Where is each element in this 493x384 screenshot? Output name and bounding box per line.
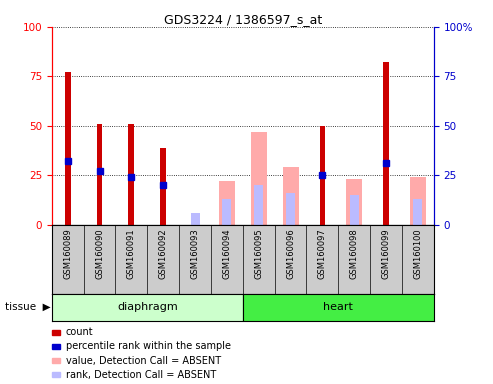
Bar xyxy=(129,124,134,225)
Bar xyxy=(251,132,267,225)
Bar xyxy=(97,124,103,225)
Bar xyxy=(410,177,426,225)
Bar xyxy=(52,294,243,321)
Text: GSM160100: GSM160100 xyxy=(414,228,423,279)
Bar xyxy=(160,147,166,225)
Text: GSM160094: GSM160094 xyxy=(222,228,231,279)
Text: GSM160090: GSM160090 xyxy=(95,228,104,279)
Text: GSM160089: GSM160089 xyxy=(63,228,72,279)
Text: GSM160095: GSM160095 xyxy=(254,228,263,279)
Text: GSM160099: GSM160099 xyxy=(382,228,390,279)
Text: diaphragm: diaphragm xyxy=(117,302,177,312)
Bar xyxy=(65,72,70,225)
Bar xyxy=(383,63,389,225)
Bar xyxy=(243,294,434,321)
Bar xyxy=(191,213,200,225)
Text: rank, Detection Call = ABSENT: rank, Detection Call = ABSENT xyxy=(66,370,216,380)
Bar xyxy=(222,199,231,225)
Bar xyxy=(319,126,325,225)
Text: GSM160091: GSM160091 xyxy=(127,228,136,279)
Bar xyxy=(286,193,295,225)
Bar xyxy=(346,179,362,225)
Text: GSM160092: GSM160092 xyxy=(159,228,168,279)
Bar xyxy=(219,181,235,225)
Bar xyxy=(350,195,359,225)
Bar xyxy=(254,185,263,225)
Title: GDS3224 / 1386597_s_at: GDS3224 / 1386597_s_at xyxy=(164,13,322,26)
Text: GSM160093: GSM160093 xyxy=(190,228,200,279)
Bar xyxy=(414,199,423,225)
Text: count: count xyxy=(66,327,94,337)
Text: value, Detection Call = ABSENT: value, Detection Call = ABSENT xyxy=(66,356,221,366)
Text: tissue  ▶: tissue ▶ xyxy=(5,302,51,312)
Bar xyxy=(282,167,299,225)
Text: GSM160098: GSM160098 xyxy=(350,228,359,279)
Text: percentile rank within the sample: percentile rank within the sample xyxy=(66,341,231,351)
Text: heart: heart xyxy=(323,302,353,312)
Text: GSM160097: GSM160097 xyxy=(318,228,327,279)
Text: GSM160096: GSM160096 xyxy=(286,228,295,279)
